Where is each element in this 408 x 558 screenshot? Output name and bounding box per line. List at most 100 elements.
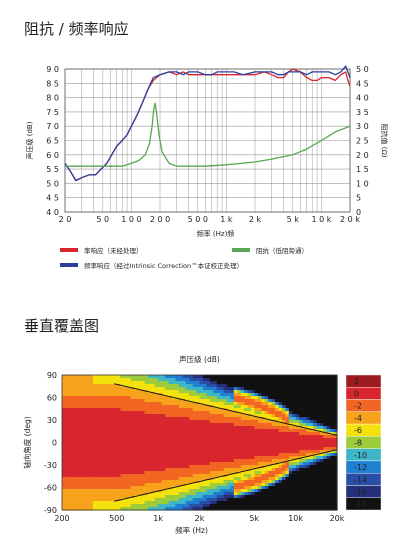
heatmap-cell [75, 414, 80, 418]
legend-swatch-blue [60, 263, 78, 267]
heatmap-cell [89, 474, 94, 478]
heatmap-cell [89, 447, 94, 451]
heatmap-cell [330, 498, 335, 502]
heatmap-cell [134, 474, 139, 478]
heatmap-cell [199, 492, 204, 496]
heatmap-cell [306, 441, 311, 445]
heatmap-cell [144, 462, 149, 466]
heatmap-cell [154, 453, 159, 457]
heatmap-cell [68, 465, 73, 469]
heatmap-cell [89, 480, 94, 484]
heatmap-cell [141, 477, 146, 481]
heatmap-cell [288, 465, 293, 469]
heatmap-cell [227, 423, 232, 427]
heatmap-cell [230, 468, 235, 472]
heatmap-cell [144, 378, 149, 382]
heatmap-cell [213, 450, 218, 454]
heatmap-cell [113, 489, 118, 493]
heatmap-cell [213, 384, 218, 388]
heatmap-cell [295, 444, 300, 448]
heatmap-cell [96, 378, 101, 382]
heatmap-cell [261, 492, 266, 496]
heatmap-cell [117, 453, 122, 457]
heatmap-cell [72, 444, 77, 448]
heatmap-cell [62, 432, 67, 436]
heatmap-cell [302, 453, 307, 457]
heatmap-cell [319, 486, 324, 490]
heatmap-cell [68, 387, 73, 391]
colorbar-label: -4 [354, 414, 362, 423]
heatmap-cell [227, 387, 232, 391]
heatmap-cell [182, 414, 187, 418]
heatmap-cell [306, 450, 311, 454]
heatmap-cell [271, 465, 276, 469]
heatmap-cell [223, 447, 228, 451]
heatmap-cell [182, 408, 187, 412]
heatmap-cell [323, 462, 328, 466]
heatmap-cell [319, 429, 324, 433]
heatmap-cell [285, 390, 290, 394]
heatmap-cell [182, 486, 187, 490]
heatmap-cell [189, 405, 194, 409]
heatmap-cell [120, 453, 125, 457]
heat-x-tick-label: 2k [195, 514, 205, 523]
heatmap-cell [257, 501, 262, 505]
heatmap-cell [86, 381, 91, 385]
heatmap-cell [103, 459, 108, 463]
heatmap-cell [209, 390, 214, 394]
heatmap-cell [117, 375, 122, 379]
heatmap-cell [165, 414, 170, 418]
heatmap-cell [240, 504, 245, 508]
heatmap-cell [247, 489, 252, 493]
heatmap-cell [271, 498, 276, 502]
heatmap-cell [103, 456, 108, 460]
heatmap-cell [147, 468, 152, 472]
colorbar-label: -18 [354, 500, 367, 509]
heatmap-cell [330, 444, 335, 448]
heatmap-cell [247, 486, 252, 490]
heatmap-cell [79, 393, 84, 397]
heat-y-tick-label: -60 [44, 484, 57, 493]
heatmap-cell [271, 438, 276, 442]
heatmap-cell [168, 462, 173, 466]
heatmap-cell [113, 462, 118, 466]
heatmap-cell [144, 489, 149, 493]
heatmap-cell [127, 489, 132, 493]
heatmap-cell [106, 453, 111, 457]
heatmap-cell [251, 411, 256, 415]
heatmap-cell [65, 456, 70, 460]
heatmap-cell [254, 432, 259, 436]
heatmap-cell [261, 501, 266, 505]
heatmap-cell [288, 432, 293, 436]
heatmap-cell [275, 441, 280, 445]
heatmap-cell [110, 456, 115, 460]
heatmap-cell [268, 387, 273, 391]
heatmap-cell [230, 504, 235, 508]
heatmap-cell [117, 495, 122, 499]
heatmap-cell [158, 453, 163, 457]
heatmap-cell [113, 405, 118, 409]
heatmap-cell [257, 492, 262, 496]
heatmap-cell [82, 435, 87, 439]
heatmap-cell [302, 414, 307, 418]
heatmap-cell [312, 441, 317, 445]
heatmap-cell [185, 402, 190, 406]
heatmap-cell [247, 432, 252, 436]
heatmap-cell [65, 387, 70, 391]
heatmap-cell [261, 435, 266, 439]
heatmap-cell [213, 474, 218, 478]
heatmap-cell [264, 429, 269, 433]
heatmap-cell [127, 396, 132, 400]
heatmap-cell [333, 471, 338, 475]
heatmap-cell [137, 408, 142, 412]
heatmap-cell [288, 477, 293, 481]
heatmap-cell [227, 453, 232, 457]
heatmap-cell [278, 390, 283, 394]
y-right-tick-label: 4 5 [356, 79, 369, 88]
heatmap-cell [89, 414, 94, 418]
heatmap-cell [72, 399, 77, 403]
heatmap-cell [192, 387, 197, 391]
heatmap-cell [209, 378, 214, 382]
heatmap-cell [182, 435, 187, 439]
heatmap-cell [292, 489, 297, 493]
